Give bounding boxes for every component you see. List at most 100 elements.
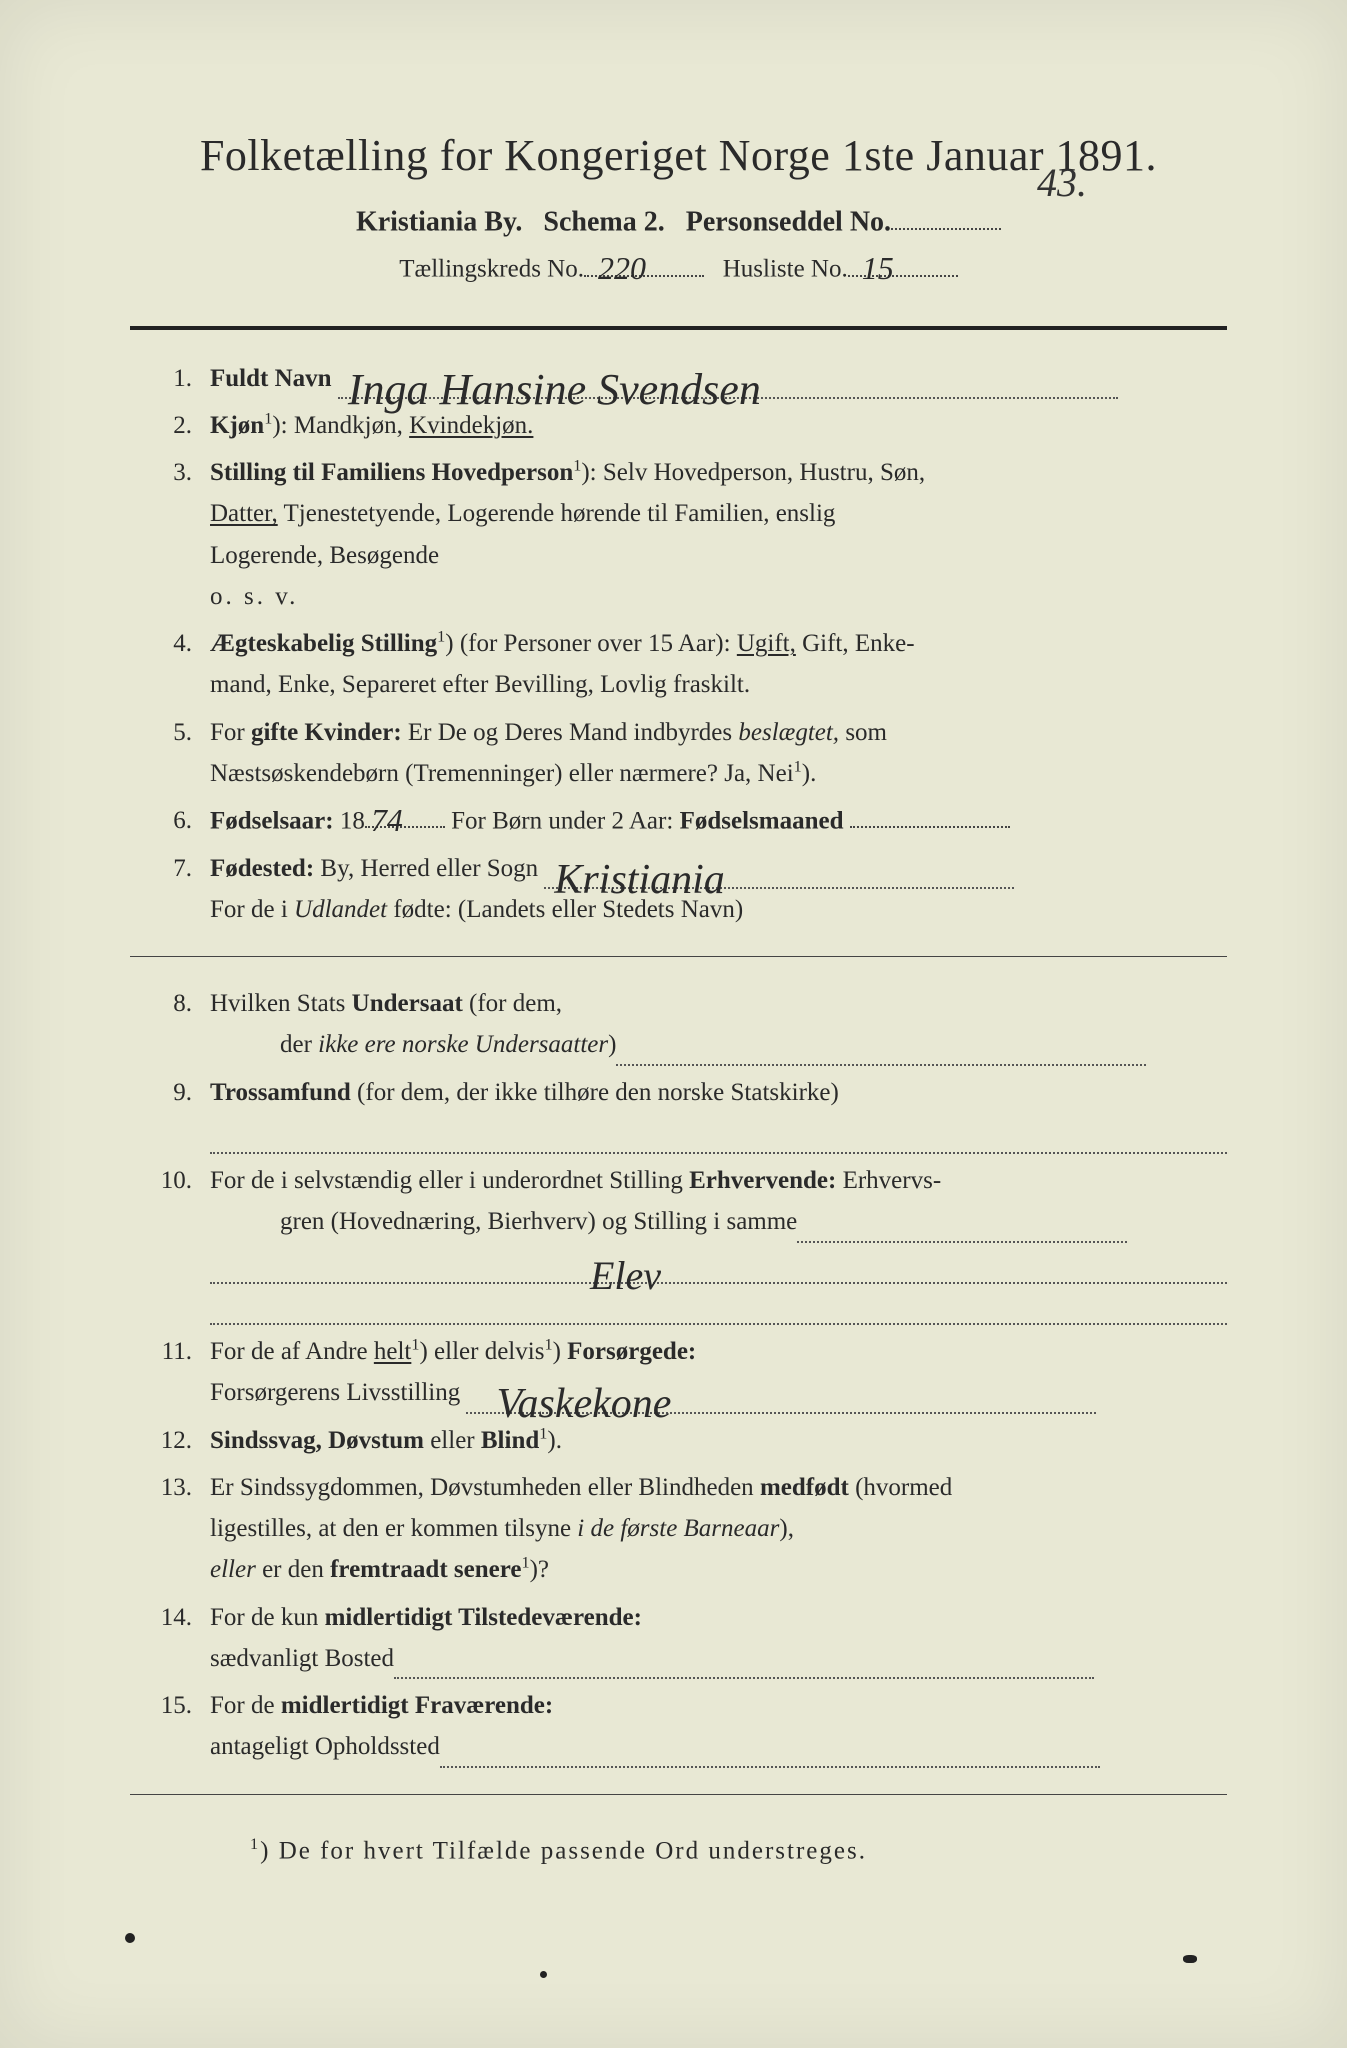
- husliste-field: 15: [848, 248, 958, 276]
- item-8-num: 8.: [130, 983, 210, 1066]
- item-13-label3: fremtraadt senere: [330, 1556, 521, 1583]
- item-12-num: 12.: [130, 1420, 210, 1461]
- subtitle-row-2: Tællingskreds No. 220 Husliste No. 15: [130, 248, 1227, 283]
- item-11-num: 11.: [130, 1331, 210, 1414]
- item-5-line2: Næstsøskendebørn (Tremenninger) eller næ…: [210, 760, 794, 787]
- item-9-num: 9.: [130, 1072, 210, 1155]
- item-3-line1: Selv Hovedperson, Hustru, Søn,: [603, 459, 925, 486]
- item-9: 9. Trossamfund (for dem, der ikke tilhør…: [130, 1072, 1227, 1155]
- item-7: 7. Fødested: By, Herred eller Sogn Krist…: [130, 848, 1227, 931]
- husliste-value: 15: [862, 259, 894, 278]
- city-label: Kristiania By.: [356, 206, 522, 237]
- item-10-value: Elev: [590, 1264, 661, 1288]
- census-form-page: Folketælling for Kongeriget Norge 1ste J…: [0, 0, 1347, 2048]
- item-13-line2b: ),: [779, 1515, 794, 1542]
- item-4: 4. Ægteskabelig Stilling1) (for Personer…: [130, 623, 1227, 706]
- item-8: 8. Hvilken Stats Undersaat (for dem, der…: [130, 983, 1227, 1066]
- item-11-line2: Forsørgerens Livsstilling: [210, 1379, 460, 1406]
- item-11: 11. For de af Andre helt1) eller delvis1…: [130, 1331, 1227, 1414]
- item-3-line2: Tjenestetyende, Logerende hørende til Fa…: [278, 500, 836, 527]
- husliste-label: Husliste No.: [723, 256, 848, 283]
- item-12: 12. Sindssvag, Døvstum eller Blind1).: [130, 1420, 1227, 1461]
- item-13-text2: (hvormed: [849, 1474, 952, 1501]
- item-10-text2: Erhvervs-: [836, 1167, 941, 1194]
- item-9-text: (for dem, der ikke tilhøre den norske St…: [351, 1079, 839, 1106]
- item-10-field2: Elev: [210, 1249, 1227, 1284]
- item-2-num: 2.: [130, 405, 210, 446]
- item-6-mid: For Børn under 2 Aar:: [445, 807, 680, 834]
- item-4-line2: mand, Enke, Separeret efter Bevilling, L…: [210, 671, 750, 698]
- item-12-label: Sindssvag, Døvstum: [210, 1427, 430, 1454]
- kreds-field: 220: [584, 248, 704, 276]
- item-4-paren: (for Personer over 15 Aar):: [454, 630, 737, 657]
- item-8-text1: Hvilken Stats: [210, 990, 352, 1017]
- item-5-prefix: For: [210, 719, 251, 746]
- item-14-prefix: For de kun: [210, 1604, 325, 1631]
- item-8-line2b: ): [608, 1031, 616, 1058]
- item-1-num: 1.: [130, 358, 210, 399]
- item-5-italic1: beslægtet,: [738, 719, 839, 746]
- item-4-rest1: Gift, Enke-: [796, 630, 915, 657]
- item-15: 15. For de midlertidigt Fraværende: anta…: [130, 1685, 1227, 1768]
- item-3: 3. Stilling til Familiens Hovedperson1):…: [130, 452, 1227, 617]
- subtitle-row-1: 43. Kristiania By. Schema 2. Personsedde…: [130, 199, 1227, 238]
- kreds-value: 220: [598, 259, 646, 278]
- item-14-line2: sædvanligt Bosted: [210, 1645, 394, 1672]
- item-2-label: Kjøn: [210, 412, 264, 439]
- item-4-num: 4.: [130, 623, 210, 706]
- item-13-num: 13.: [130, 1467, 210, 1591]
- ink-speck-1: [125, 1933, 135, 1943]
- item-6-year: 74: [371, 811, 403, 830]
- item-10-text1: For de i selvstændig eller i underordnet…: [210, 1167, 689, 1194]
- item-11-value: Vaskekone: [496, 1392, 671, 1417]
- item-13: 13. Er Sindssygdommen, Døvstumheden elle…: [130, 1467, 1227, 1591]
- item-3-underlined: Datter,: [210, 500, 278, 527]
- item-4-label: Ægteskabelig Stilling: [210, 630, 437, 657]
- item-11-u1: helt: [374, 1338, 412, 1365]
- personseddel-field: [891, 199, 1001, 230]
- item-4-underlined: Ugift,: [737, 630, 796, 657]
- item-13-line2i: i de første Barneaar: [577, 1515, 779, 1542]
- item-14-num: 14.: [130, 1597, 210, 1680]
- item-13-text1: Er Sindssygdommen, Døvstumheden eller Bl…: [210, 1474, 760, 1501]
- item-6-prefix: 18: [334, 807, 365, 834]
- item-13-label: medfødt: [760, 1474, 849, 1501]
- item-1: 1. Fuldt Navn Inga Hansine Svendsen: [130, 358, 1227, 399]
- item-6-label: Fødselsaar:: [210, 807, 334, 834]
- item-15-line2: antageligt Opholdssted: [210, 1733, 440, 1760]
- item-5-text2: som: [839, 719, 887, 746]
- item-6: 6. Fødselsaar: 18 74 For Børn under 2 Aar…: [130, 800, 1227, 842]
- personseddel-value: 43.: [1037, 159, 1087, 206]
- item-9-label: Trossamfund: [210, 1079, 351, 1106]
- divider-top: [130, 326, 1227, 330]
- divider-1: [130, 956, 1227, 957]
- item-13-line3a: eller: [210, 1556, 256, 1583]
- item-1-value: Inga Hansine Svendsen: [348, 377, 761, 403]
- item-5-label: gifte Kvinder:: [251, 719, 402, 746]
- kreds-label: Tællingskreds No.: [399, 256, 584, 283]
- item-2-underlined: Kvindekjøn.: [409, 412, 533, 439]
- item-5-num: 5.: [130, 712, 210, 795]
- item-14-label: midlertidigt Tilstedeværende:: [325, 1604, 642, 1631]
- item-3-osv: o. s. v.: [210, 583, 298, 610]
- footnote: 1) De for hvert Tilfælde passende Ord un…: [250, 1835, 1227, 1865]
- item-12-text: eller: [430, 1427, 481, 1454]
- item-8-line2i: ikke ere norske Undersaatter: [318, 1031, 608, 1058]
- item-10-field1: [797, 1211, 1127, 1243]
- item-14: 14. For de kun midlertidigt Tilstedevære…: [130, 1597, 1227, 1680]
- item-6-num: 6.: [130, 800, 210, 842]
- item-2-text: Mandkjøn,: [294, 412, 409, 439]
- item-1-label: Fuldt Navn: [210, 365, 332, 392]
- item-10-num: 10.: [130, 1160, 210, 1325]
- item-5: 5. For gifte Kvinder: Er De og Deres Man…: [130, 712, 1227, 795]
- item-8-field: [616, 1034, 1146, 1066]
- item-6-label2: Fødselsmaaned: [680, 807, 844, 834]
- item-8-line2a: der: [280, 1031, 318, 1058]
- divider-bottom: [130, 1794, 1227, 1795]
- item-7-line2i: Udlandet: [294, 896, 387, 923]
- item-7-num: 7.: [130, 848, 210, 931]
- ink-speck-3: [1183, 1955, 1197, 1963]
- item-10-field3: [210, 1291, 1227, 1326]
- item-10: 10. For de i selvstændig eller i underor…: [130, 1160, 1227, 1325]
- item-10-line2: gren (Hovednæring, Bierhverv) og Stillin…: [280, 1208, 797, 1235]
